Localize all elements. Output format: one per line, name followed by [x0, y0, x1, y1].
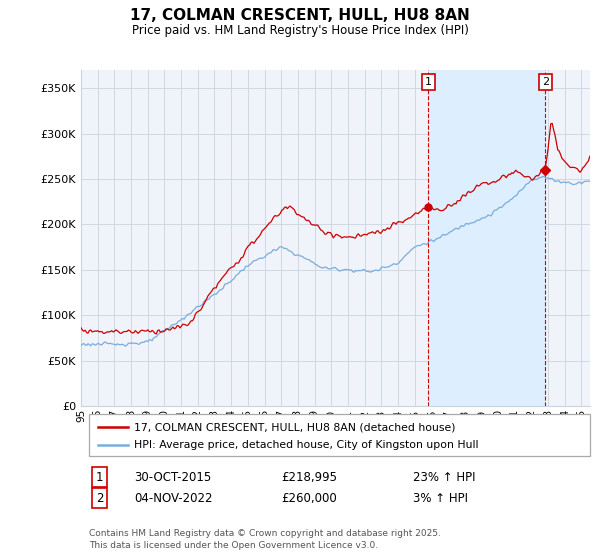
Text: 1: 1 — [425, 77, 432, 87]
Text: 30-OCT-2015: 30-OCT-2015 — [134, 470, 211, 484]
Text: £260,000: £260,000 — [281, 492, 337, 505]
Text: 1: 1 — [96, 470, 103, 484]
Text: 17, COLMAN CRESCENT, HULL, HU8 8AN (detached house): 17, COLMAN CRESCENT, HULL, HU8 8AN (deta… — [134, 422, 455, 432]
Text: £218,995: £218,995 — [281, 470, 337, 484]
Text: 2: 2 — [96, 492, 103, 505]
Text: 17, COLMAN CRESCENT, HULL, HU8 8AN: 17, COLMAN CRESCENT, HULL, HU8 8AN — [130, 8, 470, 24]
Bar — [428, 70, 545, 406]
Text: Contains HM Land Registry data © Crown copyright and database right 2025.
This d: Contains HM Land Registry data © Crown c… — [89, 529, 440, 550]
Text: Price paid vs. HM Land Registry's House Price Index (HPI): Price paid vs. HM Land Registry's House … — [131, 24, 469, 36]
Text: 04-NOV-2022: 04-NOV-2022 — [134, 492, 212, 505]
Text: 2: 2 — [542, 77, 549, 87]
Text: HPI: Average price, detached house, City of Kingston upon Hull: HPI: Average price, detached house, City… — [134, 440, 478, 450]
Text: 23% ↑ HPI: 23% ↑ HPI — [413, 470, 475, 484]
Text: 3% ↑ HPI: 3% ↑ HPI — [413, 492, 468, 505]
